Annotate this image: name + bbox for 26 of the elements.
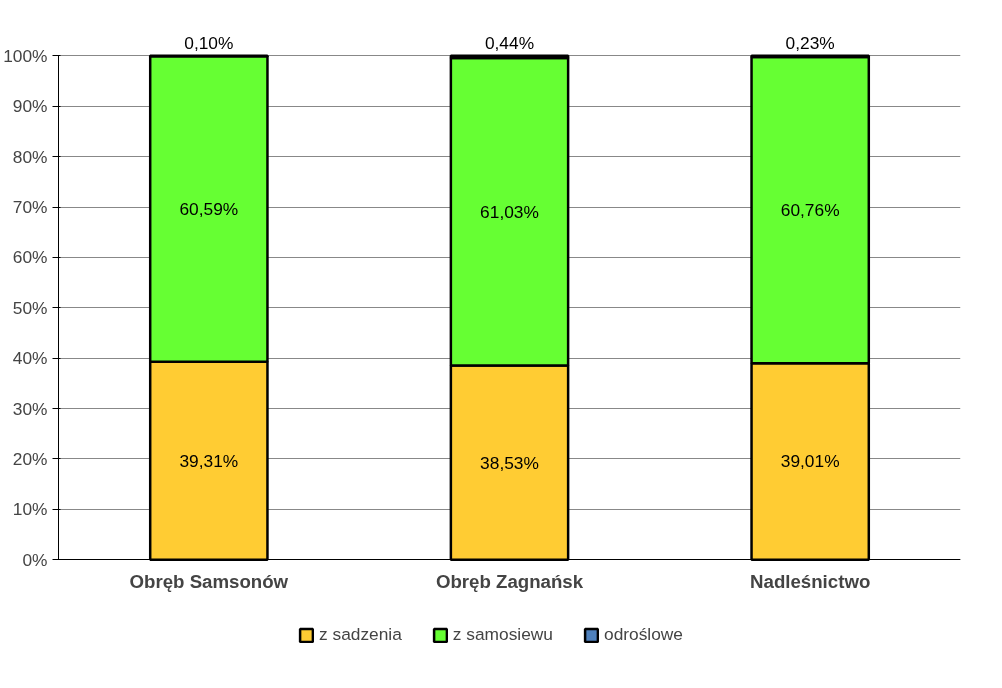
y-tick-label: 90%: [12, 96, 48, 117]
data-label: 60,76%: [780, 200, 840, 221]
y-tick-label: 0%: [22, 549, 48, 570]
y-tick-label: 20%: [12, 448, 48, 469]
x-tick-label: Obręb Samsonów: [129, 570, 289, 592]
legend-label: odroślowe: [604, 624, 683, 645]
data-label: 39,31%: [179, 450, 239, 471]
x-tick-label: Nadleśnictwo: [750, 570, 871, 592]
data-label: 0,10%: [184, 32, 234, 53]
legend-label: z samosiewu: [452, 624, 553, 645]
y-tick-label: 100%: [3, 45, 48, 66]
y-tick-label: 30%: [12, 398, 48, 419]
legend-label: z sadzenia: [319, 624, 402, 645]
y-tick-label: 10%: [12, 499, 48, 520]
data-label: 0,44%: [484, 32, 535, 53]
y-tick-label: 40%: [12, 348, 48, 369]
y-tick-label: 50%: [12, 297, 48, 318]
data-label: 39,01%: [780, 451, 840, 472]
y-tick-label: 60%: [12, 247, 48, 268]
data-label: 38,53%: [480, 452, 539, 473]
data-label: 0,23%: [785, 32, 835, 53]
data-label: 60,59%: [179, 199, 239, 219]
data-label: 61,03%: [480, 201, 539, 222]
y-tick-label: 70%: [12, 197, 48, 218]
y-tick-label: 80%: [12, 146, 48, 167]
x-tick-label: Obręb Zagnańsk: [435, 570, 584, 592]
